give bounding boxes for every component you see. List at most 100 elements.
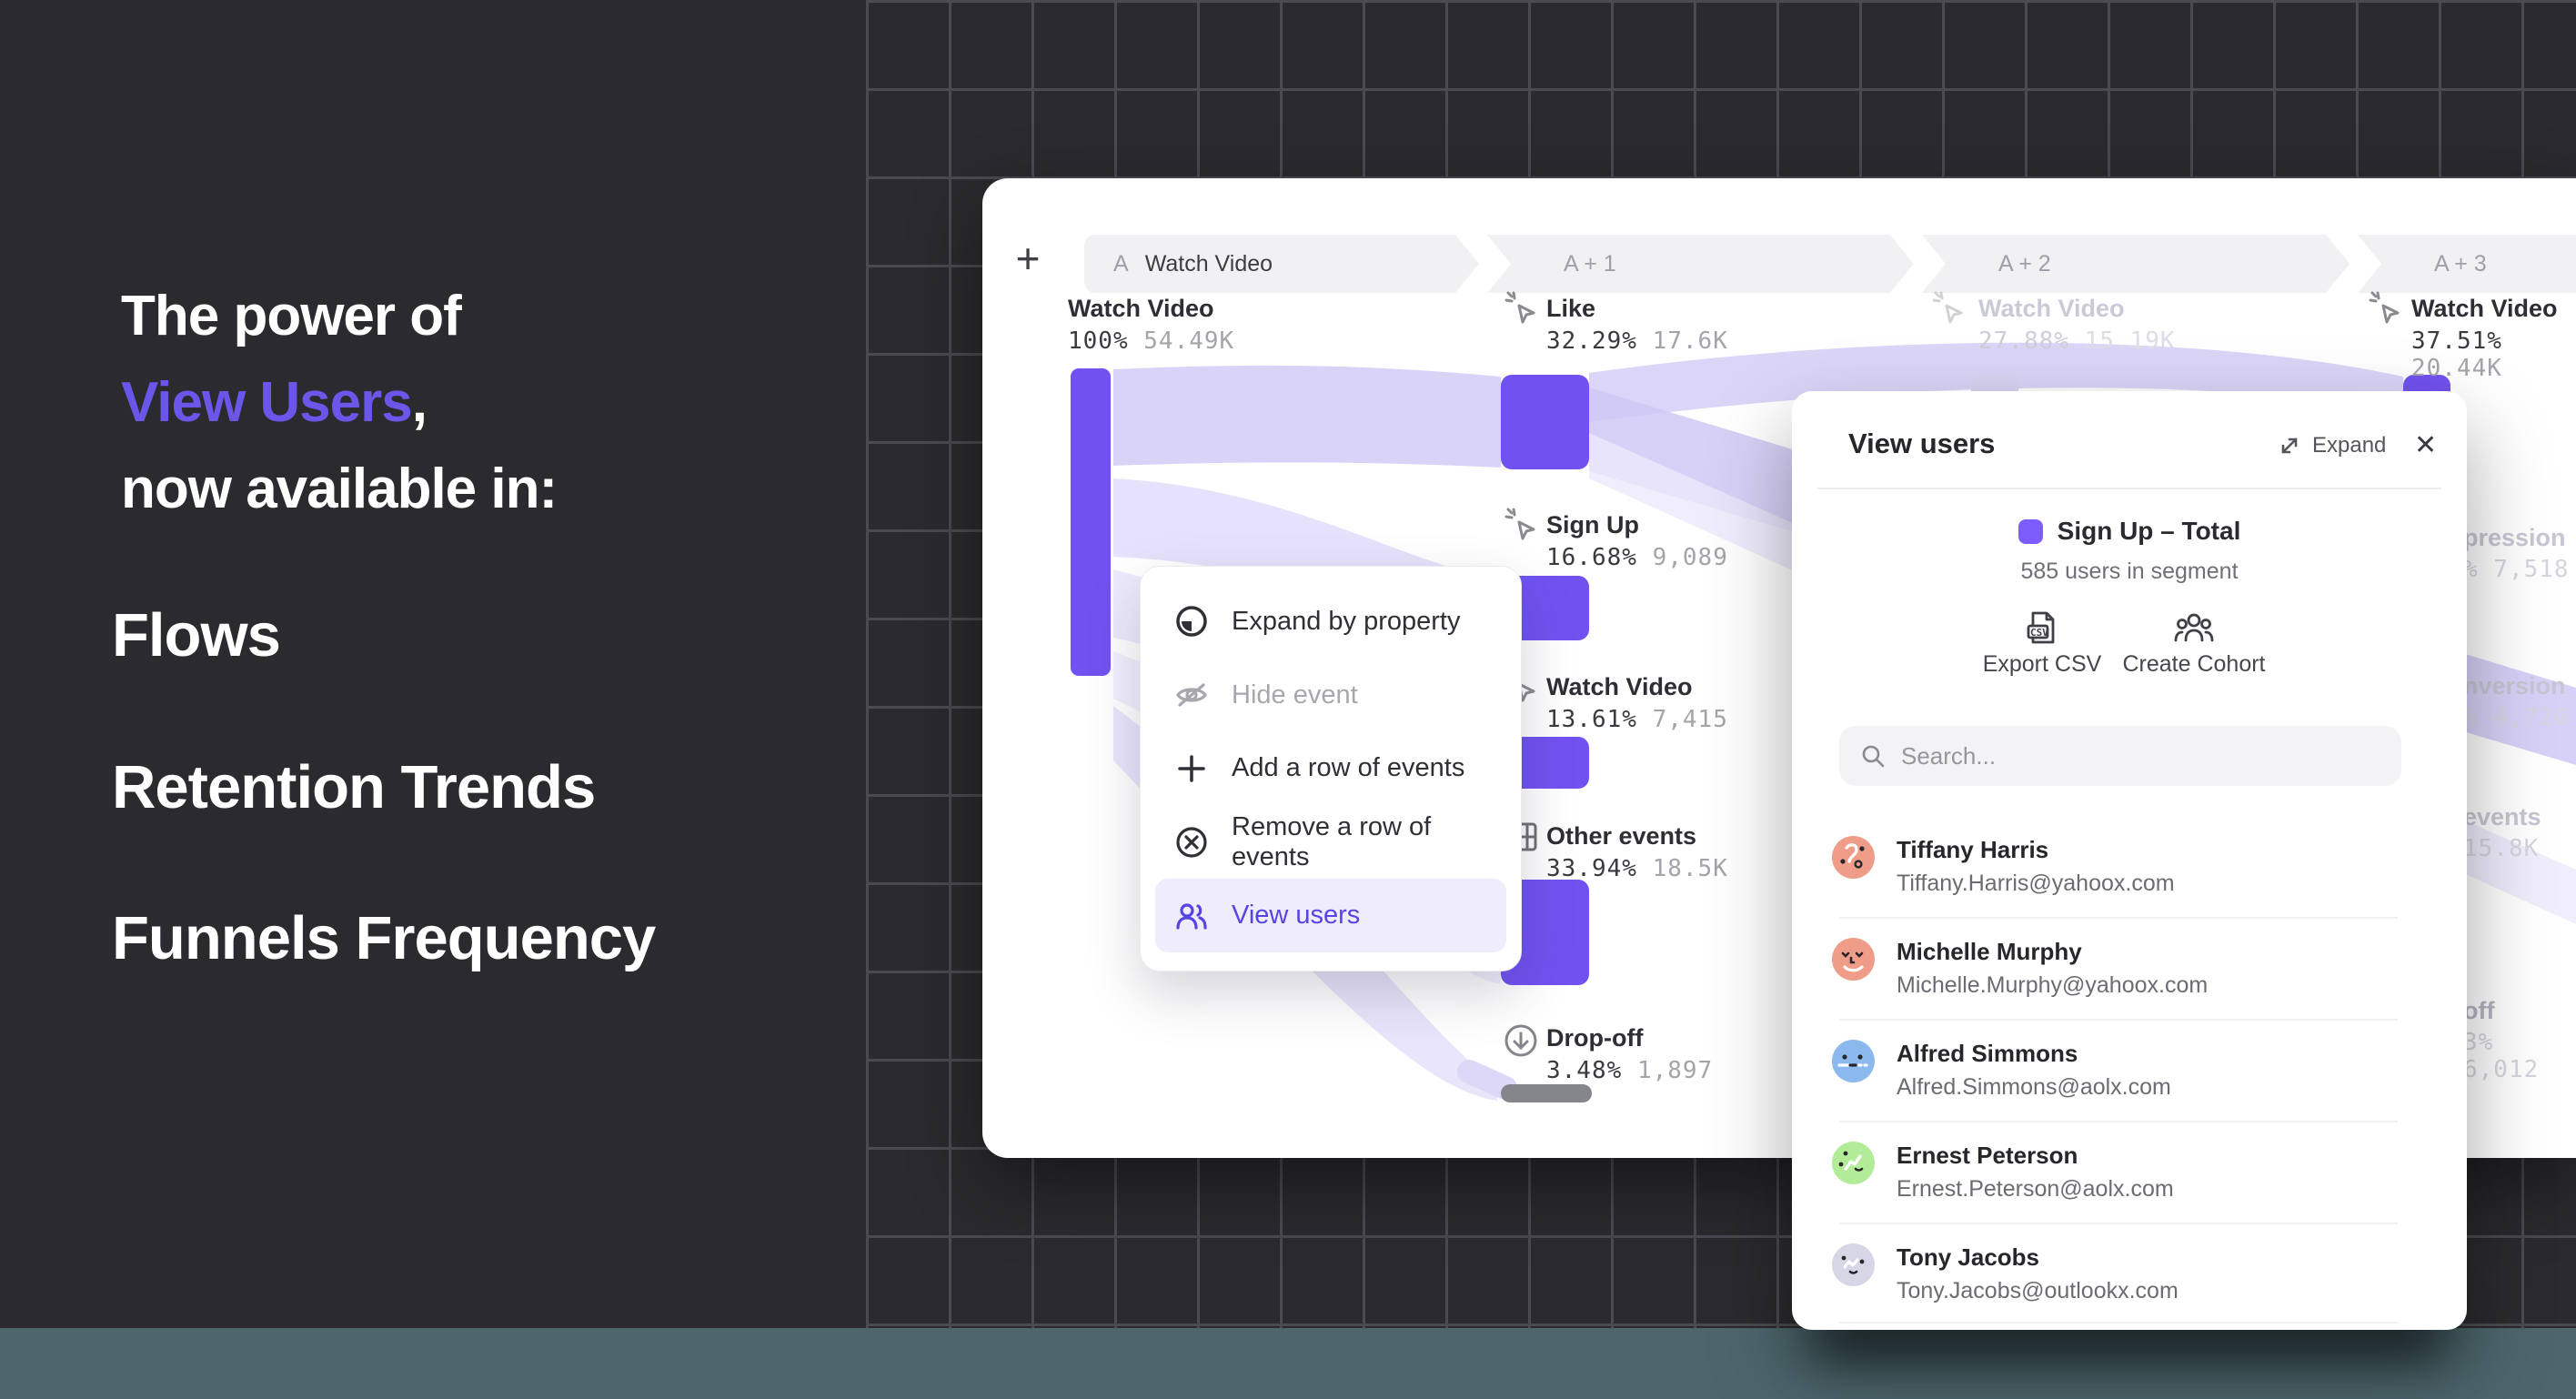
segment-row: Sign Up – Total [1792,517,2467,546]
fragment-label: pression [2463,524,2566,551]
event-count: 18.5K [1652,855,1728,882]
expand-property-icon [1176,606,1207,638]
event-label-watch-video-a[interactable]: Watch Video 100% 54.49K [1068,293,1234,355]
menu-item-expand-by-property[interactable]: Expand by property [1155,585,1506,659]
click-icon [1504,291,1535,324]
users-icon [1176,902,1207,930]
view-users-panel: View users Expand ✕ Sign Up – Total 585 … [1792,391,2467,1330]
edge-fragment-conversion: nversion % 4,720 [2463,671,2570,731]
event-count: 9,089 [1652,544,1728,571]
event-pct: 3.48% [1546,1057,1623,1084]
user-row-michelle-murphy[interactable]: Michelle Murphy Michelle.Murphy@yahoox.c… [1832,938,2427,1029]
avatar [1832,1243,1875,1286]
event-label-sign-up[interactable]: Sign Up 16.68% 9,089 [1546,509,1728,571]
user-name: Michelle Murphy [1897,938,2082,965]
user-row-tony-jacobs[interactable]: Tony Jacobs Tony.Jacobs@outlookx.com [1832,1243,2427,1334]
plus-icon [1178,755,1205,782]
fragment-value: % 4,720 [2463,704,2570,731]
user-row-tiffany-harris[interactable]: Tiffany Harris Tiffany.Harris@yahoox.com [1832,836,2427,927]
event-count: 1,897 [1636,1057,1714,1084]
event-label-other-events[interactable]: Other events 33.94% 18.5K [1546,820,1728,882]
user-email: Tiffany.Harris@yahoox.com [1897,871,2175,896]
divider [1839,1019,2398,1021]
create-cohort-label: Create Cohort [2122,651,2266,677]
segment-subtitle: 585 users in segment [2020,559,2239,584]
divider [1839,917,2398,919]
add-step-button[interactable]: + [1015,235,1041,282]
event-name: Drop-off [1546,1024,1644,1052]
menu-item-view-users[interactable]: View users [1155,879,1506,952]
event-pct: 33.94% [1546,855,1637,882]
user-email: Michelle.Murphy@yahoox.com [1897,972,2209,998]
close-icon[interactable]: ✕ [2414,430,2438,460]
search-icon [1862,745,1885,768]
cohort-icon [2174,613,2214,642]
feature-funnels-frequency: Funnels Frequency [112,904,656,972]
step-a3-label: A + 3 [2434,250,2487,277]
expand-label: Expand [2312,433,2387,458]
step-band-a1[interactable]: A + 1 [1487,235,1914,293]
create-cohort-button[interactable]: Create Cohort [2103,609,2285,678]
menu-item-remove-row-of-events[interactable]: Remove a row of events [1155,805,1506,879]
step-band-a2[interactable]: A + 2 [1922,235,2350,293]
expand-button[interactable]: Expand [2278,433,2386,458]
fragment-label: off [2463,997,2495,1024]
funnel-bar-watch-video-a[interactable] [1068,366,1113,679]
panel-title: View users [1848,428,1996,459]
event-name: Watch Video [2411,295,2558,322]
event-count: 7,415 [1652,706,1728,733]
click-icon [2369,291,2400,324]
remove-circle-icon [1176,827,1207,858]
edge-fragment-dropoff: off 3% 6,012 [2463,996,2576,1083]
user-row-ernest-peterson[interactable]: Ernest Peterson Ernest.Peterson@aolx.com [1832,1142,2427,1233]
fragment-label: events [2463,803,2541,830]
funnel-bar-like[interactable] [1501,375,1589,469]
user-name: Tiffany Harris [1897,836,2049,863]
search-input[interactable] [1901,741,2374,770]
drop-off-bar[interactable] [1501,1084,1592,1102]
event-pct: 27.88% [1978,327,2069,355]
step-a1-label: A + 1 [1564,250,1616,277]
event-label-drop-off[interactable]: Drop-off 3.48% 1,897 [1546,1022,1713,1084]
step-band-a[interactable]: A Watch Video [1084,235,1479,293]
step-band-a3[interactable]: A + 3 [2358,235,2576,293]
user-name: Tony Jacobs [1897,1243,2040,1271]
context-menu: Expand by property Hide event Add a row … [1140,566,1522,971]
event-label-watch-video-a2[interactable]: Watch Video 27.88% 15.19K [1978,293,2176,355]
event-name: Sign Up [1546,511,1639,538]
divider [1817,488,2441,489]
user-name: Ernest Peterson [1897,1142,2078,1169]
feature-retention-trends: Retention Trends [112,753,596,821]
step-a2-label: A + 2 [1998,250,2051,277]
event-count: 15.19K [2084,327,2176,355]
user-row-alfred-simmons[interactable]: Alfred Simmons Alfred.Simmons@aolx.com [1832,1040,2427,1131]
segment-color-swatch [2018,518,2043,544]
svg-text:CSV: CSV [2030,627,2048,639]
step-a-label: Watch Video [1144,250,1273,277]
user-email: Ernest.Peterson@aolx.com [1897,1176,2174,1202]
segment-name: Sign Up – Total [2057,517,2241,545]
event-name: Watch Video [1546,673,1693,700]
menu-item-hide-event[interactable]: Hide event [1155,659,1506,732]
headline-comma: , [411,371,428,434]
menu-item-label: Add a row of events [1232,753,1465,783]
feature-flows: Flows [112,601,281,669]
fragment-label: nversion [2463,672,2566,700]
menu-item-label: Remove a row of events [1232,811,1432,871]
menu-item-label: Expand by property [1232,606,1461,636]
event-count: 20.44K [2411,355,2502,382]
edge-fragment-events: events 15.8K [2463,802,2541,862]
fragment-value: % 7,518 [2463,556,2570,583]
menu-item-add-row-of-events[interactable]: Add a row of events [1155,732,1506,806]
headline-line3: now available in: [121,458,558,520]
fragment-value: 3% 6,012 [2463,1029,2540,1083]
event-label-like[interactable]: Like 32.29% 17.6K [1546,293,1728,355]
event-label-watch-video-a3[interactable]: Watch Video 37.51% 20.44K [2411,293,2576,382]
event-pct: 32.29% [1546,327,1637,355]
event-label-watch-video-2[interactable]: Watch Video 13.61% 7,415 [1546,671,1728,733]
event-pct: 100% [1068,327,1129,355]
search-box [1839,726,2401,786]
event-name: Like [1546,295,1596,322]
edge-fragment-impression: pression % 7,518 [2463,523,2570,583]
